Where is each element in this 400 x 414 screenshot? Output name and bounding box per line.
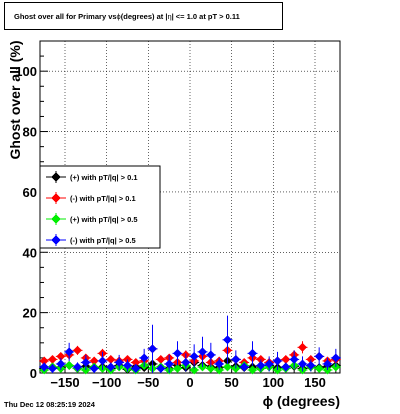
x-tick-label: −150 xyxy=(50,375,79,390)
legend-marker xyxy=(51,172,61,182)
legend-label: (-) with pT/|q| > 0.1 xyxy=(70,194,136,203)
data-point xyxy=(81,365,91,375)
legend-entry-1: (+) with pT/|q| > 0.1 xyxy=(46,171,138,183)
data-point xyxy=(156,363,166,374)
x-axis-label: ϕ (degrees) xyxy=(263,393,340,409)
data-point xyxy=(189,351,199,361)
y-tick-label: 60 xyxy=(23,185,37,200)
title-mid: (degrees) at | xyxy=(120,11,168,21)
data-point xyxy=(147,344,158,354)
data-point xyxy=(206,350,216,360)
x-tick-label: 50 xyxy=(224,375,238,390)
y-tick-label: 0 xyxy=(30,366,37,381)
series-4 xyxy=(39,315,341,374)
legend: (+) with pT/|q| > 0.1 (-) with pT/|q| > 0… xyxy=(39,165,161,249)
title-prefix: Ghost over all for Primary vs xyxy=(14,11,117,21)
y-tick-label: 20 xyxy=(23,306,37,321)
legend-marker xyxy=(51,235,61,245)
x-tick-label: 100 xyxy=(262,375,284,390)
data-point xyxy=(297,342,308,352)
title-suffix: | <= 1.0 at pT > 0.11 xyxy=(171,11,240,21)
data-point xyxy=(314,363,324,374)
x-tick-label: 150 xyxy=(304,375,326,390)
plot-title: Ghost over all for Primary vs ϕ (degrees… xyxy=(4,2,283,30)
data-marks xyxy=(39,315,341,375)
data-point xyxy=(222,362,233,372)
y-tick-label: 100 xyxy=(15,64,37,79)
data-point xyxy=(197,362,208,372)
data-point xyxy=(106,362,116,372)
data-point xyxy=(247,348,258,358)
data-point xyxy=(314,351,324,361)
data-point xyxy=(56,359,66,369)
data-point xyxy=(206,363,216,374)
data-point xyxy=(322,365,333,375)
x-tick-label: −50 xyxy=(137,375,159,390)
data-point xyxy=(331,353,341,363)
data-point xyxy=(72,362,83,372)
legend-label: (+) with pT/|q| > 0.5 xyxy=(70,215,138,224)
data-point xyxy=(81,357,91,367)
data-point xyxy=(322,359,333,369)
data-point xyxy=(239,362,249,372)
data-point xyxy=(64,347,74,357)
legend-marker xyxy=(51,214,61,224)
data-point xyxy=(231,354,241,364)
data-point xyxy=(272,356,283,366)
data-point xyxy=(264,359,274,369)
data-point xyxy=(197,347,208,357)
data-point xyxy=(281,362,291,372)
title-phi: ϕ xyxy=(116,11,121,21)
legend-label: (-) with pT/|q| > 0.5 xyxy=(70,236,136,245)
x-tick-label: 0 xyxy=(186,375,193,390)
y-tick-label: 40 xyxy=(23,245,37,260)
data-point xyxy=(164,359,174,369)
y-tick-label: 80 xyxy=(23,125,37,140)
data-point xyxy=(331,362,341,372)
data-point xyxy=(272,365,283,375)
data-point xyxy=(189,365,199,375)
data-point xyxy=(72,345,83,355)
data-point xyxy=(89,363,99,374)
data-point xyxy=(39,362,49,372)
data-point xyxy=(181,357,191,367)
data-point xyxy=(172,348,183,358)
data-point xyxy=(256,360,266,371)
data-point xyxy=(297,359,308,369)
data-point xyxy=(231,363,241,374)
data-point xyxy=(97,356,108,366)
data-point xyxy=(139,353,149,363)
timestamp-footer: Thu Dec 12 08:25:19 2024 xyxy=(4,400,95,409)
title-eta: η xyxy=(167,11,172,21)
legend-entry-4: (-) with pT/|q| > 0.5 xyxy=(46,234,136,246)
x-tick-label: −100 xyxy=(92,375,121,390)
data-point xyxy=(172,363,183,374)
data-point xyxy=(64,360,74,371)
data-point xyxy=(214,359,224,369)
data-point xyxy=(131,363,141,374)
data-point xyxy=(114,357,124,367)
data-point xyxy=(214,365,224,375)
legend-label: (+) with pT/|q| > 0.1 xyxy=(70,173,138,182)
data-point xyxy=(222,335,233,345)
legend-entry-3: (+) with pT/|q| > 0.5 xyxy=(46,213,138,225)
data-point xyxy=(122,360,133,371)
data-point xyxy=(289,354,299,364)
data-point xyxy=(247,365,258,375)
y-axis-label: Ghost over all (%) xyxy=(7,40,23,159)
data-point xyxy=(306,360,316,371)
legend-box xyxy=(39,165,161,249)
data-point xyxy=(47,363,58,374)
legend-entry-2: (-) with pT/|q| > 0.1 xyxy=(46,192,136,204)
legend-marker xyxy=(51,193,61,203)
grid-lines xyxy=(40,41,340,373)
